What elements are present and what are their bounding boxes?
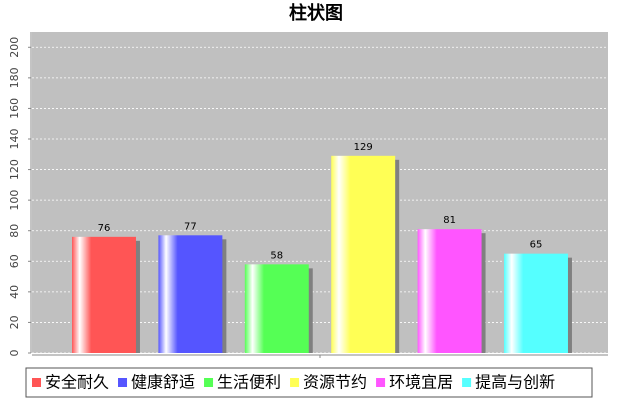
legend-swatch	[290, 378, 300, 387]
y-tick-label: 160	[8, 98, 21, 119]
legend-swatch	[376, 378, 386, 387]
value-label: 65	[530, 240, 543, 251]
legend-swatch	[32, 378, 41, 387]
y-tick-label: 200	[8, 37, 21, 58]
legend-swatch	[204, 378, 214, 387]
value-label: 77	[184, 221, 197, 232]
legend-swatch	[118, 378, 128, 387]
y-tick-label: 20	[8, 315, 21, 329]
legend-label: 提高与创新	[475, 373, 555, 392]
chart-title: 柱状图	[289, 2, 343, 24]
bar	[504, 253, 568, 353]
legend-label: 安全耐久	[45, 373, 109, 392]
y-tick-label: 140	[8, 129, 21, 150]
y-tick-label: 120	[8, 159, 21, 180]
bar	[158, 235, 223, 353]
legend-label: 生活便利	[217, 373, 281, 392]
y-tick-label: 80	[8, 224, 21, 238]
legend-label: 资源节约	[303, 373, 367, 392]
legend-swatch	[462, 378, 472, 387]
value-label: 58	[270, 250, 283, 261]
y-tick-label: 180	[8, 67, 21, 88]
value-label: 76	[98, 223, 111, 234]
bar	[417, 229, 482, 353]
bar	[331, 155, 396, 353]
legend-label: 环境宜居	[389, 373, 453, 392]
y-tick-label: 60	[8, 254, 21, 268]
y-tick-label: 100	[8, 190, 21, 211]
bar	[244, 264, 309, 353]
value-label: 81	[443, 215, 456, 226]
value-label: 129	[354, 142, 373, 153]
y-tick-label: 40	[8, 285, 21, 299]
bar	[72, 236, 136, 353]
legend-label: 健康舒适	[131, 373, 195, 392]
y-tick-label: 0	[8, 350, 21, 357]
